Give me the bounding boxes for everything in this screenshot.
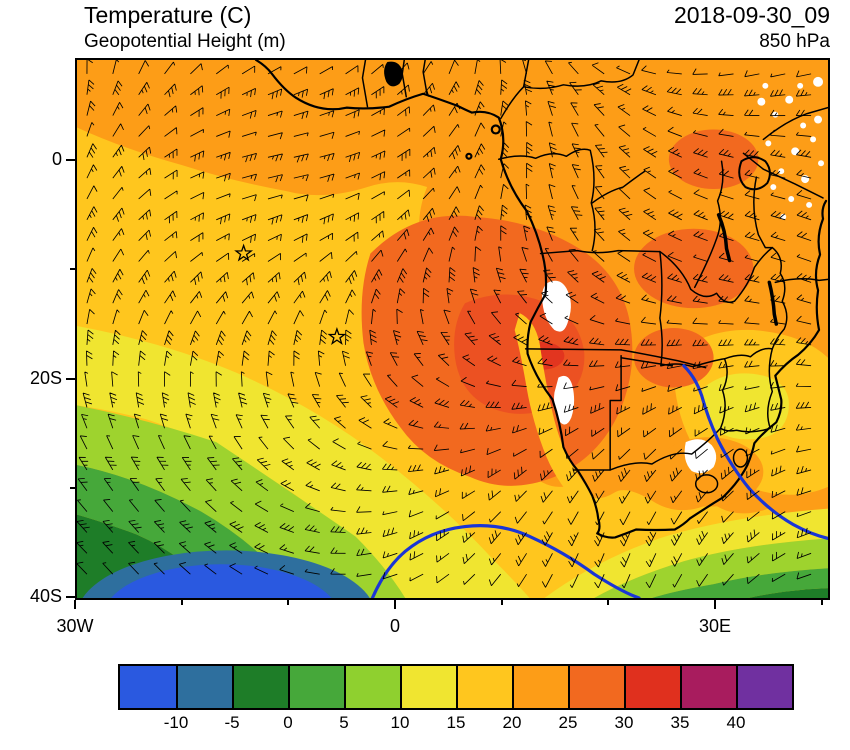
colorbar-cell — [232, 666, 288, 708]
height-contour-south — [370, 524, 641, 598]
x-axis-tick — [287, 600, 290, 605]
map-canvas — [77, 60, 828, 598]
colorbar-cell — [120, 666, 176, 708]
temp-fill-hot-east-2 — [634, 328, 714, 388]
x-axis-tick — [394, 600, 396, 609]
temp-fill-hot-north-east — [668, 129, 759, 190]
field-subtitle: Geopotential Height (m) — [84, 31, 286, 52]
colorbar-cell — [736, 666, 792, 708]
colorbar-cell — [680, 666, 736, 708]
x-axis-label: 30W — [56, 616, 94, 636]
wind-barbs — [77, 60, 812, 589]
island-bioko — [490, 124, 501, 135]
temp-fill-green-band-se — [651, 568, 828, 598]
colorbar-tick-label: 25 — [558, 713, 578, 732]
x-axis-tick — [607, 600, 610, 605]
colorbar — [118, 664, 794, 710]
station-star-marker — [327, 327, 347, 345]
page-title: Temperature (C) — [84, 2, 252, 28]
y-axis-label: 0 — [51, 149, 62, 169]
temp-fill-yellowgreen-band-se — [594, 538, 828, 598]
colorbar-tick-label: 5 — [339, 713, 349, 732]
valid-datetime: 2018-09-30_09 — [673, 2, 830, 28]
x-axis-label: 30E — [698, 616, 732, 636]
colorbar-tick-label: -10 — [163, 713, 189, 732]
temp-fill-gold-namib-coast — [514, 313, 595, 505]
colorbar-cell — [344, 666, 400, 708]
colorbar-cell — [512, 666, 568, 708]
colorbar-tick-label: 40 — [726, 713, 746, 732]
lake-victoria — [738, 156, 771, 191]
island-saotome — [465, 152, 473, 160]
colorbar-tick-label: 15 — [446, 713, 466, 732]
temp-fill-blue-pocket — [111, 564, 332, 598]
colorbar-cell — [568, 666, 624, 708]
header-right: 2018-09-30_09 850 hPa — [674, 2, 830, 52]
x-axis-tick — [500, 600, 503, 605]
y-axis-tick — [70, 268, 75, 271]
x-axis-tick — [73, 600, 76, 609]
x-axis-tick — [180, 600, 183, 605]
colorbar-tick-label: 35 — [670, 713, 690, 732]
x-axis-tick — [820, 600, 823, 605]
colorbar-tick-label: -5 — [224, 713, 240, 732]
x-axis-label: 0 — [389, 616, 401, 636]
lake-malawi — [767, 280, 779, 326]
y-axis-tick — [66, 159, 75, 161]
colorbar-cell — [456, 666, 512, 708]
white-patches — [542, 76, 825, 474]
temp-fill-yellow-band-se — [544, 508, 828, 598]
temp-fill-hot-east-1 — [634, 228, 754, 309]
pressure-level: 850 hPa — [759, 31, 830, 52]
temp-fill-darkgreen-corner-se — [748, 588, 828, 598]
station-star-marker — [234, 243, 254, 262]
colorbar-tick-label: 30 — [614, 713, 634, 732]
colorbar-tick-label: 10 — [390, 713, 410, 732]
y-axis-tick — [66, 377, 75, 380]
header-left: Temperature (C) Geopotential Height (m) — [84, 2, 286, 52]
map-frame — [75, 58, 830, 600]
station-markers — [234, 243, 347, 345]
temp-fill-yellowgreen-band-sw — [77, 405, 406, 598]
colorbar-tick-label: 0 — [283, 713, 293, 732]
y-axis-label: 20S — [29, 367, 62, 388]
colorbar-tick-label: 20 — [502, 713, 522, 732]
lake-volta — [384, 61, 403, 87]
height-contour-east — [682, 364, 828, 541]
country-borders — [361, 60, 828, 494]
y-axis-tick — [70, 486, 75, 489]
temp-fill-yellow-east — [702, 373, 789, 440]
colorbar-cell — [176, 666, 232, 708]
colorbar-cell — [624, 666, 680, 708]
colorbar-cell — [288, 666, 344, 708]
y-axis-label: 40S — [29, 586, 62, 606]
colorbar-cell — [400, 666, 456, 708]
y-axis-tick — [66, 596, 75, 598]
temp-fill-orange-southafrica — [653, 437, 764, 507]
x-axis-tick — [714, 600, 716, 609]
